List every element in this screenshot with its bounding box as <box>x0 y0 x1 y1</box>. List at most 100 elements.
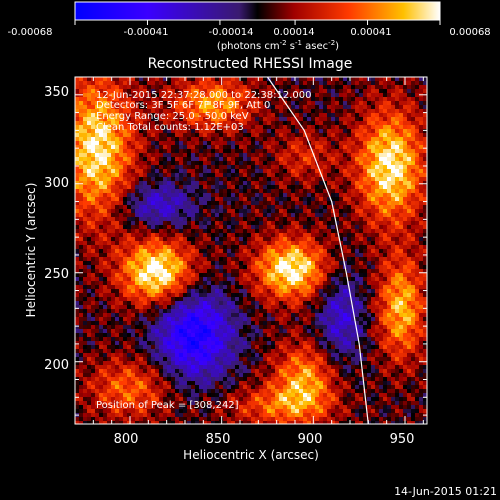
heatmap-cell <box>259 97 263 101</box>
heatmap-cell <box>359 173 363 177</box>
heatmap-cell <box>115 81 119 85</box>
heatmap-cell <box>191 221 195 225</box>
heatmap-cell <box>203 125 207 129</box>
heatmap-cell <box>231 213 235 217</box>
heatmap-cell <box>407 117 411 121</box>
heatmap-cell <box>259 213 263 217</box>
heatmap-cell <box>119 173 123 177</box>
heatmap-cell <box>267 245 271 249</box>
heatmap-cell <box>307 205 311 209</box>
heatmap-cell <box>359 293 363 297</box>
heatmap-cell <box>143 77 147 81</box>
heatmap-cell <box>79 301 83 305</box>
heatmap-cell <box>223 225 227 229</box>
heatmap-cell <box>291 133 295 137</box>
heatmap-cell <box>283 189 287 193</box>
heatmap-cell <box>155 285 159 289</box>
heatmap-cell <box>87 217 91 221</box>
heatmap-cell <box>283 117 287 121</box>
heatmap-cell <box>275 173 279 177</box>
heatmap-cell <box>419 285 423 289</box>
heatmap-cell <box>299 97 303 101</box>
heatmap-cell <box>87 121 91 125</box>
heatmap-cell <box>211 281 215 285</box>
heatmap-cell <box>219 301 223 305</box>
heatmap-cell <box>303 225 307 229</box>
heatmap-cell <box>239 165 243 169</box>
heatmap-cell <box>327 221 331 225</box>
heatmap-cell <box>371 261 375 265</box>
heatmap-cell <box>383 229 387 233</box>
heatmap-cell <box>211 77 215 81</box>
heatmap-cell <box>235 301 239 305</box>
heatmap-cell <box>139 125 143 129</box>
heatmap-cell <box>347 297 351 301</box>
heatmap-cell <box>423 105 427 109</box>
heatmap-cell <box>399 225 403 229</box>
heatmap-cell <box>399 117 403 121</box>
heatmap-cell <box>379 205 383 209</box>
heatmap-cell <box>355 253 359 257</box>
heatmap-cell <box>343 229 347 233</box>
heatmap-cell <box>155 213 159 217</box>
heatmap-cell <box>215 113 219 117</box>
heatmap-cell <box>79 269 83 273</box>
heatmap-cell <box>251 217 255 221</box>
heatmap-cell <box>159 93 163 97</box>
heatmap-cell <box>359 205 363 209</box>
heatmap-cell <box>135 301 139 305</box>
heatmap-cell <box>367 273 371 277</box>
heatmap-cell <box>171 209 175 213</box>
heatmap-cell <box>243 113 247 117</box>
heatmap-cell <box>235 89 239 93</box>
heatmap-cell <box>203 165 207 169</box>
heatmap-cell <box>123 121 127 125</box>
heatmap-cell <box>291 105 295 109</box>
heatmap-cell <box>231 185 235 189</box>
heatmap-cell <box>167 161 171 165</box>
heatmap-cell <box>139 85 143 89</box>
heatmap-cell <box>255 85 259 89</box>
heatmap-cell <box>391 101 395 105</box>
heatmap-cell <box>223 165 227 169</box>
heatmap-cell <box>111 181 115 185</box>
heatmap-cell <box>271 109 275 113</box>
heatmap-cell <box>239 281 243 285</box>
heatmap-cell <box>407 249 411 253</box>
heatmap-cell <box>207 213 211 217</box>
heatmap-cell <box>115 269 119 273</box>
heatmap-cell <box>171 89 175 93</box>
heatmap-cell <box>107 193 111 197</box>
heatmap-cell <box>331 157 335 161</box>
heatmap-cell <box>151 245 155 249</box>
heatmap-cell <box>347 109 351 113</box>
heatmap-cell <box>311 249 315 253</box>
heatmap-cell <box>99 149 103 153</box>
heatmap-cell <box>283 85 287 89</box>
heatmap-cell <box>271 269 275 273</box>
heatmap-cell <box>283 241 287 245</box>
heatmap-cell <box>371 145 375 149</box>
heatmap-cell <box>207 129 211 133</box>
heatmap-cell <box>343 205 347 209</box>
heatmap-cell <box>327 97 331 101</box>
heatmap-cell <box>411 141 415 145</box>
heatmap-cell <box>243 133 247 137</box>
heatmap-cell <box>291 269 295 273</box>
heatmap-cell <box>299 77 303 81</box>
heatmap-cell <box>275 289 279 293</box>
heatmap-cell <box>111 165 115 169</box>
heatmap-cell <box>311 169 315 173</box>
heatmap-cell <box>271 105 275 109</box>
heatmap-cell <box>319 133 323 137</box>
heatmap-cell <box>215 141 219 145</box>
heatmap-cell <box>195 261 199 265</box>
heatmap-cell <box>147 205 151 209</box>
heatmap-cell <box>359 81 363 85</box>
heatmap-cell <box>311 289 315 293</box>
heatmap-cell <box>151 93 155 97</box>
heatmap-cell <box>331 273 335 277</box>
heatmap-cell <box>111 133 115 137</box>
heatmap-cell <box>215 169 219 173</box>
heatmap-cell <box>131 301 135 305</box>
